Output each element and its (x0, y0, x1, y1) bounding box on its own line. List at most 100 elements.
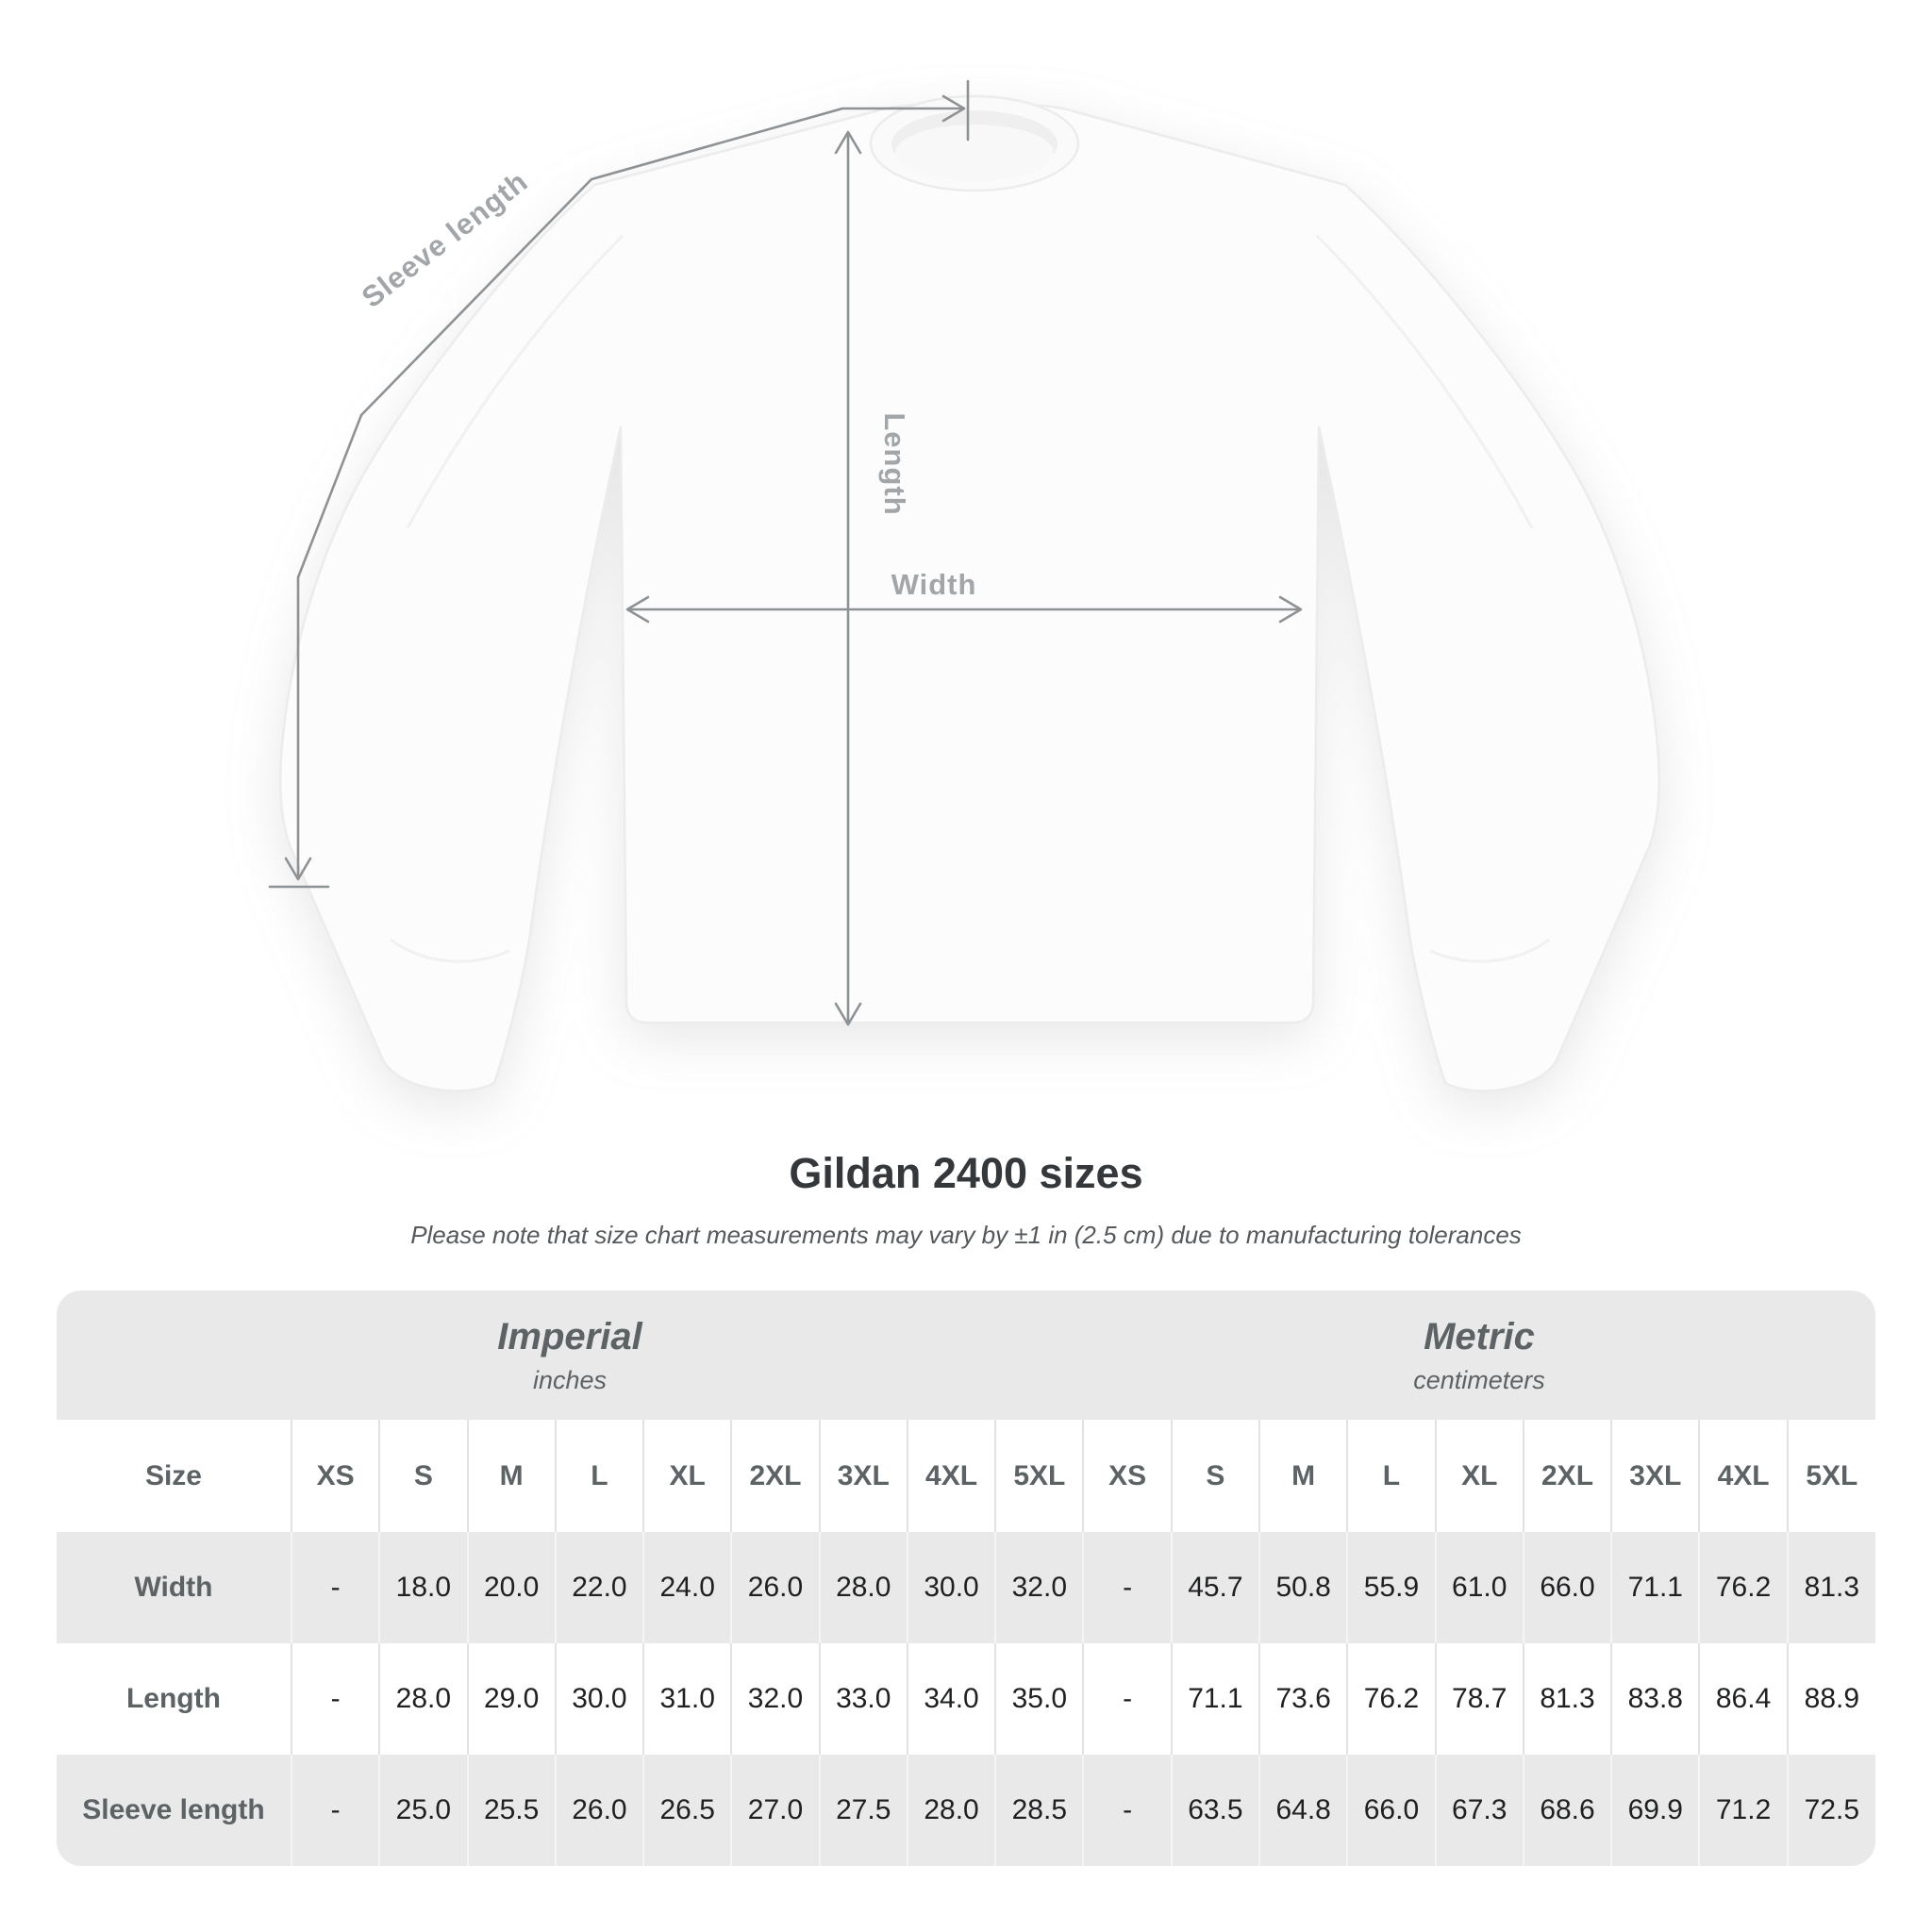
size-value-cell: 55.9 (1346, 1532, 1436, 1643)
size-value-cell: 26.0 (554, 1755, 644, 1866)
size-col-header: 2XL (1522, 1420, 1612, 1532)
size-value-cell: 61.0 (1434, 1532, 1524, 1643)
size-value-cell: 30.0 (554, 1643, 644, 1755)
size-value-cell: 30.0 (906, 1532, 996, 1643)
size-header-row: Size XS S M L XL 2XL 3XL 4XL 5XL XS S M L XL 2XL 3XL 4XL… (57, 1420, 1875, 1532)
size-value-cell: 69.9 (1610, 1755, 1700, 1866)
size-col-header: 4XL (1698, 1420, 1788, 1532)
size-col-header: M (1258, 1420, 1348, 1532)
size-col-header: XS (1082, 1420, 1172, 1532)
size-value-cell: 27.0 (730, 1755, 820, 1866)
size-value-cell: 66.0 (1522, 1532, 1612, 1643)
size-col-header: 3XL (1610, 1420, 1700, 1532)
size-value-cell: 29.0 (466, 1643, 556, 1755)
unit-band: Imperial inches Metric centimeters (57, 1291, 1875, 1420)
size-value-cell: 28.0 (906, 1755, 996, 1866)
size-col-header: XL (642, 1420, 732, 1532)
size-table-body: Width -18.0 20.0 22.0 24.0 26.0 28.0 30.0 32.0-4… (57, 1532, 1875, 1866)
size-value-cell: 81.3 (1522, 1643, 1612, 1755)
table-row: Length -28.0 29.0 30.0 31.0 32.0 33.0 34.0 35.0-… (57, 1643, 1875, 1755)
size-col-header: L (1346, 1420, 1436, 1532)
size-col-header: L (554, 1420, 644, 1532)
size-value-cell: - (290, 1643, 380, 1755)
size-value-cell: 25.0 (378, 1755, 468, 1866)
size-value-cell: 78.7 (1434, 1643, 1524, 1755)
size-value-cell: - (1082, 1643, 1172, 1755)
size-col-header: XS (290, 1420, 380, 1532)
size-value-cell: 28.0 (378, 1643, 468, 1755)
size-value-cell: 45.7 (1170, 1532, 1260, 1643)
size-col-header: 4XL (906, 1420, 996, 1532)
size-value-cell: 35.0 (994, 1643, 1084, 1755)
cuff-seam-left (390, 938, 510, 963)
width-measure: Width (625, 568, 1303, 624)
size-value-cell: 81.3 (1786, 1532, 1875, 1643)
size-value-cell: - (290, 1755, 380, 1866)
unit-group-metric: Metric centimeters (1083, 1291, 1875, 1420)
size-value-cell: 26.0 (730, 1532, 820, 1643)
size-value-cell: - (290, 1532, 380, 1643)
arrow-down-icon (284, 857, 312, 881)
arrow-right-icon (941, 94, 966, 123)
size-value-cell: 26.5 (642, 1755, 732, 1866)
size-value-cell: 67.3 (1434, 1755, 1524, 1866)
size-col-header: 2XL (730, 1420, 820, 1532)
size-col-header: 3XL (818, 1420, 908, 1532)
arrow-right-icon (1278, 595, 1303, 624)
size-value-cell: 32.0 (994, 1532, 1084, 1643)
size-value-cell: 73.6 (1258, 1643, 1348, 1755)
size-col-header: S (1170, 1420, 1260, 1532)
size-value-cell: 63.5 (1170, 1755, 1260, 1866)
shirt-illustration (279, 101, 1660, 1092)
sleeve-fold-right (1315, 234, 1534, 529)
size-value-cell: 27.5 (818, 1755, 908, 1866)
size-col-header: S (378, 1420, 468, 1532)
unit-group-name: Metric (1424, 1315, 1535, 1357)
row-label: Length (125, 1683, 221, 1714)
size-value-cell: 18.0 (378, 1532, 468, 1643)
page-subtitle: Please note that size chart measurements… (410, 1221, 1522, 1249)
size-value-cell: 28.0 (818, 1532, 908, 1643)
collar (869, 94, 1080, 192)
cuff-seam-right (1429, 938, 1550, 963)
size-value-cell: 25.5 (466, 1755, 556, 1866)
size-value-cell: 71.2 (1698, 1755, 1788, 1866)
page-title: Gildan 2400 sizes (789, 1149, 1143, 1197)
size-value-cell: 66.0 (1346, 1755, 1436, 1866)
size-col-header: XL (1434, 1420, 1524, 1532)
unit-group-imperial: Imperial inches (57, 1291, 1083, 1420)
table-row: Width -18.0 20.0 22.0 24.0 26.0 28.0 30.0 32.0-4… (57, 1532, 1875, 1643)
size-value-cell: 86.4 (1698, 1643, 1788, 1755)
size-value-cell: 68.6 (1522, 1755, 1612, 1866)
size-column-header: Size (144, 1459, 202, 1491)
unit-group-name: Imperial (497, 1315, 642, 1357)
size-value-cell: 83.8 (1610, 1643, 1700, 1755)
table-row: Sleeve length -25.0 25.5 26.0 26.5 27.0 27.5 28… (57, 1755, 1875, 1866)
length-label: Length (878, 412, 911, 515)
size-col-header: 5XL (994, 1420, 1084, 1532)
size-value-cell: 34.0 (906, 1643, 996, 1755)
size-value-cell: 24.0 (642, 1532, 732, 1643)
size-value-cell: 50.8 (1258, 1532, 1348, 1643)
unit-group-unit: centimeters (1413, 1365, 1545, 1394)
size-value-cell: 22.0 (554, 1532, 644, 1643)
length-measure: Length (834, 130, 911, 1026)
arrow-down-icon (834, 1002, 862, 1026)
size-value-cell: 76.2 (1346, 1643, 1436, 1755)
unit-group-unit: inches (532, 1365, 607, 1394)
size-measurements-table: Size XS S M L XL 2XL 3XL 4XL 5XL XS S M L XL 2XL 3XL 4XL… (57, 1420, 1875, 1866)
size-value-cell: 31.0 (642, 1643, 732, 1755)
size-value-cell: 20.0 (466, 1532, 556, 1643)
size-col-header: M (466, 1420, 556, 1532)
size-value-cell: 71.1 (1170, 1643, 1260, 1755)
size-value-cell: 28.5 (994, 1755, 1084, 1866)
size-value-cell: 32.0 (730, 1643, 820, 1755)
size-value-cell: - (1082, 1755, 1172, 1866)
shirt-diagram: Sleeve length Length Width (268, 79, 1660, 1092)
size-value-cell: 88.9 (1786, 1643, 1875, 1755)
size-value-cell: 72.5 (1786, 1755, 1875, 1866)
sleeve-fold-left (406, 234, 625, 529)
size-value-cell: - (1082, 1532, 1172, 1643)
size-table: Imperial inches Metric centimeters Size … (57, 1291, 1875, 1866)
